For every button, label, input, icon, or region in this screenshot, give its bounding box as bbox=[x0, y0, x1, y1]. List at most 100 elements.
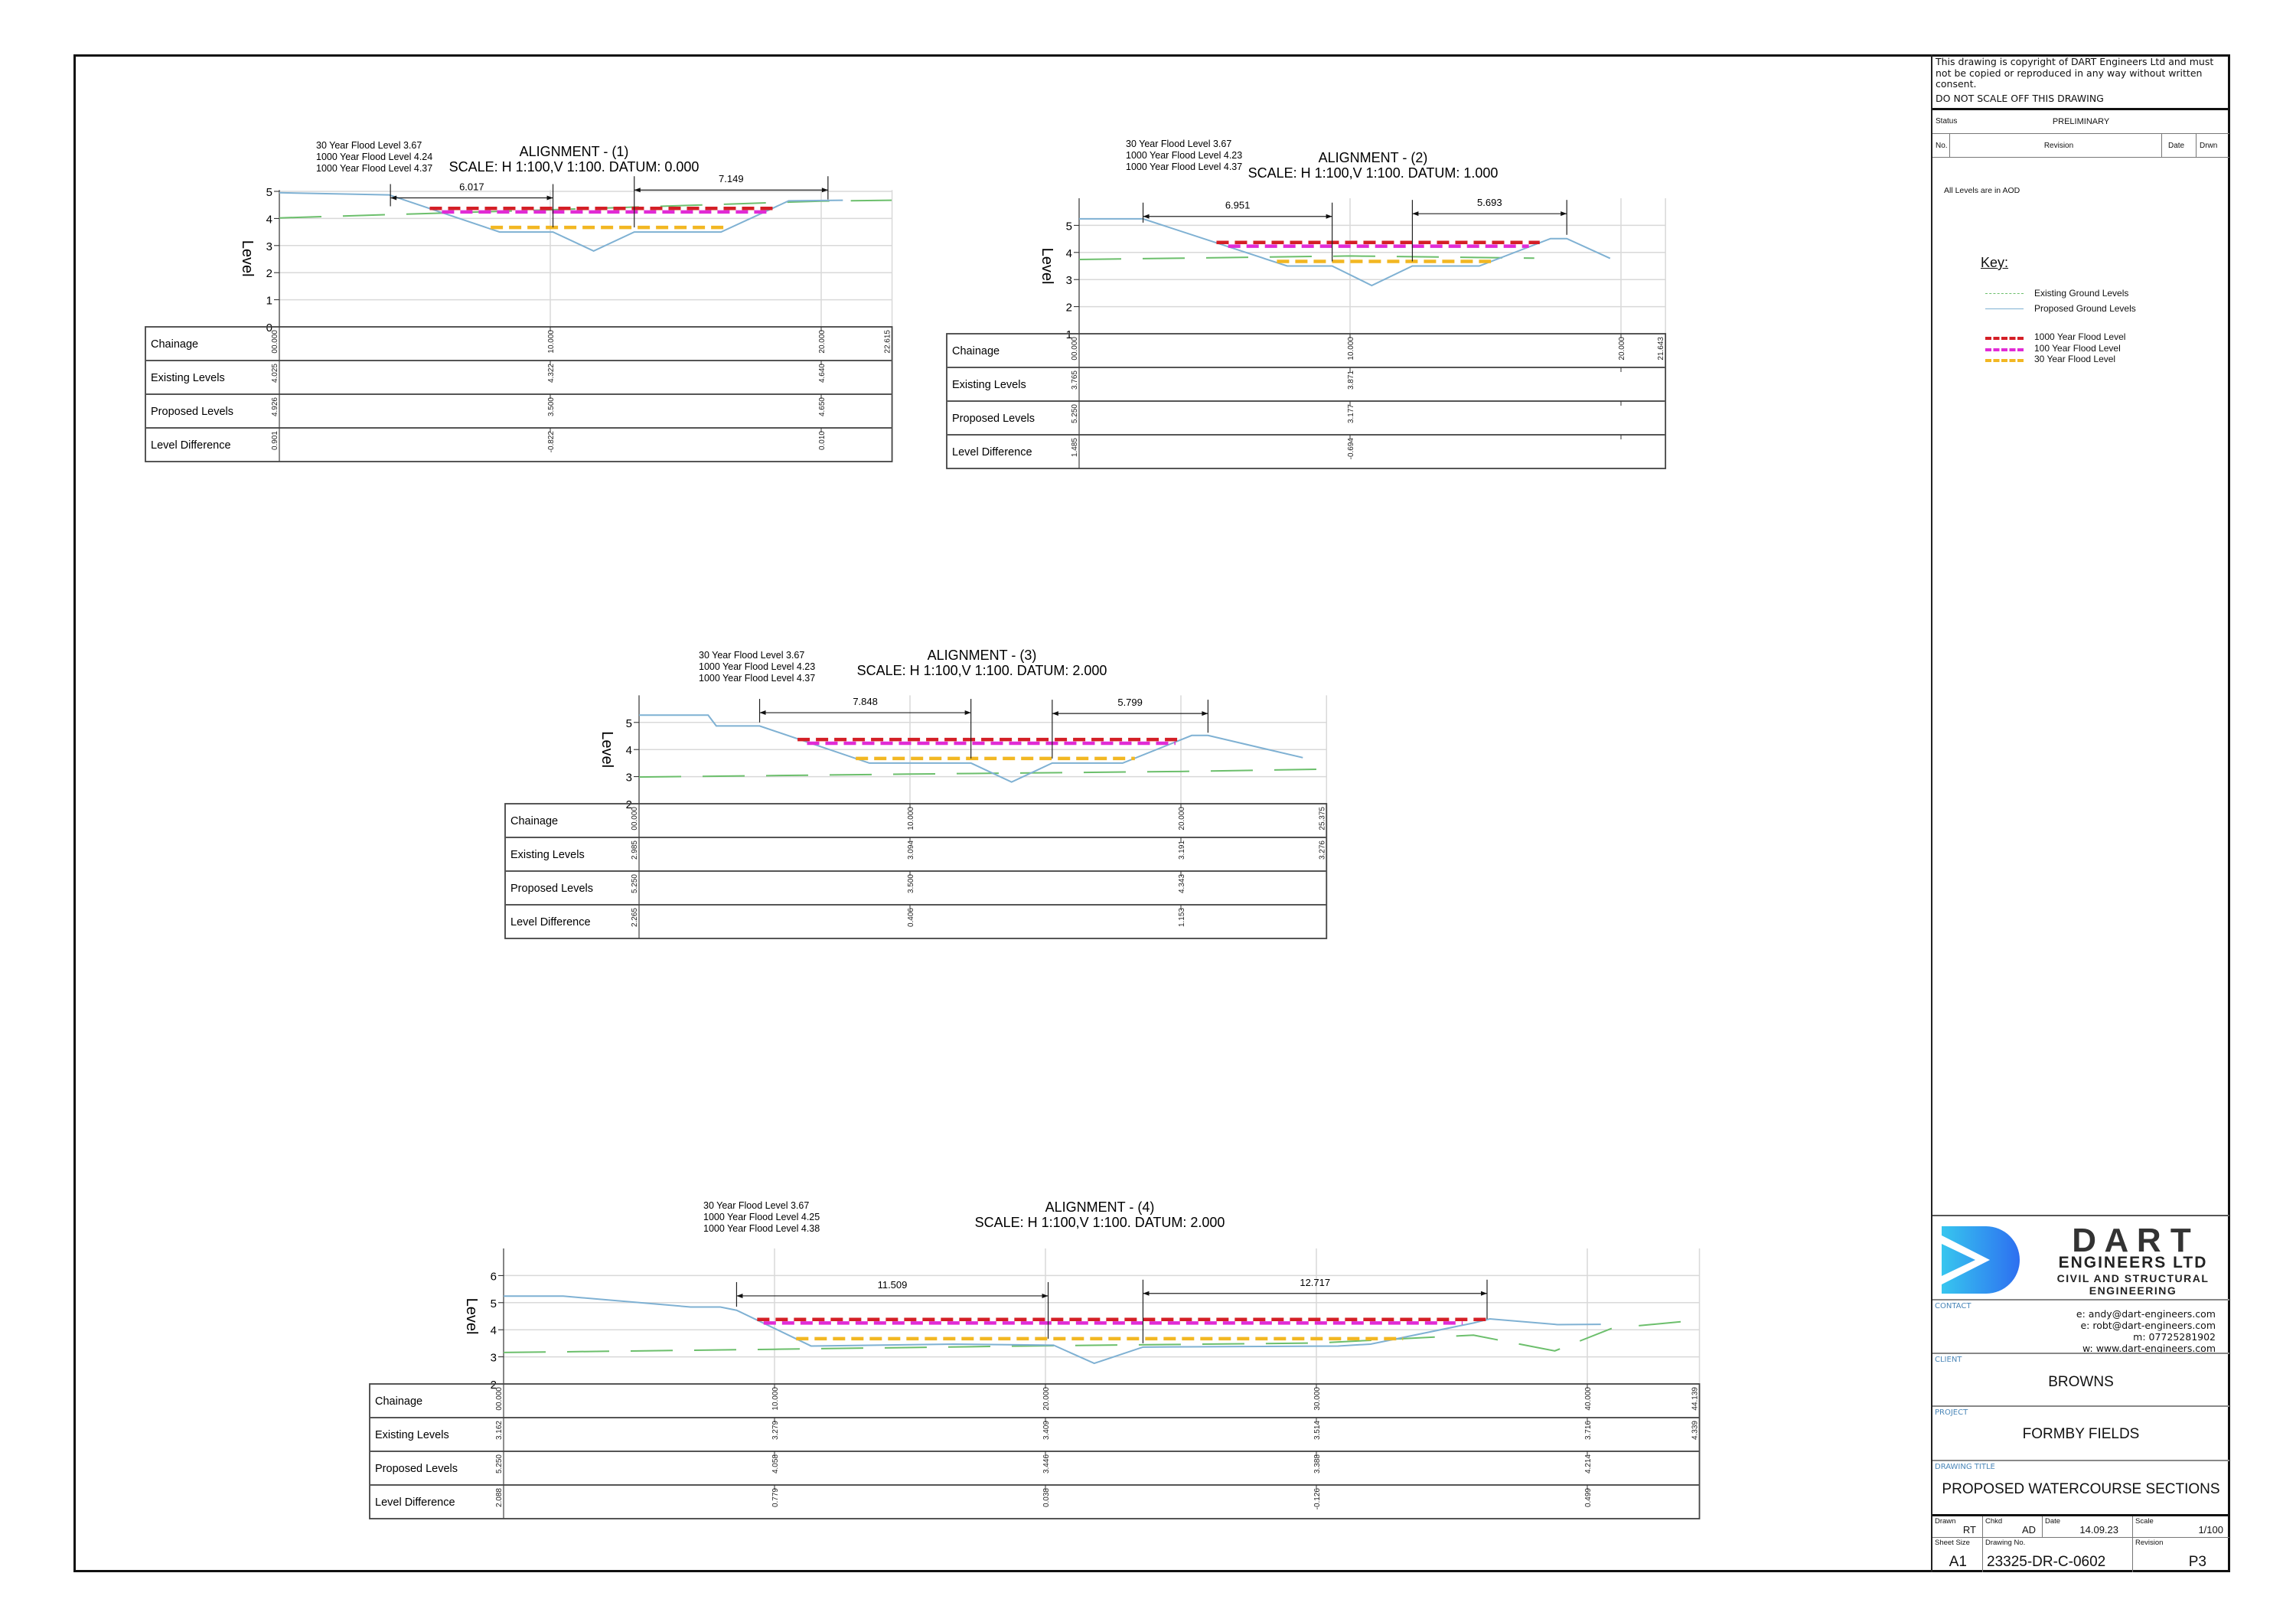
level-value: 4.640 bbox=[818, 364, 827, 383]
key-swatch bbox=[1985, 359, 2024, 362]
revision-label: Revision bbox=[2135, 1539, 2164, 1547]
level-value: 0.779 bbox=[771, 1488, 780, 1507]
level-value: 3.409 bbox=[1042, 1421, 1051, 1440]
logo-line3: CIVIL AND STRUCTURAL bbox=[2057, 1272, 2210, 1284]
date-label: Date bbox=[2045, 1517, 2061, 1526]
client-name: BROWNS bbox=[2048, 1374, 2114, 1390]
drawing-no-cell: Drawing No. 23325-DR-C-0602 bbox=[1983, 1538, 2133, 1572]
drawing-title-section: DRAWING TITLE PROPOSED WATERCOURSE SECTI… bbox=[1932, 1460, 2229, 1514]
chainage-value: 00.000 bbox=[271, 330, 279, 354]
dimension-arrow bbox=[1042, 1293, 1049, 1298]
flood-level-note: 1000 Year Flood Level 4.37 bbox=[699, 673, 815, 684]
sheet-size-cell: Sheet Size A1 bbox=[1932, 1538, 1983, 1572]
contact-website: w: www.dart-engineers.com bbox=[2082, 1343, 2216, 1354]
dimension-arrow bbox=[634, 188, 641, 193]
y-tick-label: 1 bbox=[266, 295, 272, 308]
chainage-value: 30.000 bbox=[1313, 1387, 1322, 1411]
section-title: ALIGNMENT - (3) bbox=[928, 648, 1037, 663]
chainage-value: 21.643 bbox=[1657, 337, 1665, 361]
level-value: 3.765 bbox=[1071, 370, 1079, 390]
y-tick-label: 4 bbox=[266, 213, 272, 226]
alignment-section-3: ALIGNMENT - (3)SCALE: H 1:100,V 1:100. D… bbox=[504, 648, 1328, 939]
logo-line4: ENGINEERING bbox=[2089, 1284, 2177, 1297]
flood-level-note: 30 Year Flood Level 3.67 bbox=[1126, 139, 1231, 149]
key-label: 30 Year Flood Level bbox=[2034, 354, 2116, 364]
contact-label: CONTACT bbox=[1935, 1302, 1971, 1310]
section-title: ALIGNMENT - (1) bbox=[520, 144, 629, 159]
y-axis-label: Level bbox=[239, 240, 256, 277]
level-value: 3.177 bbox=[1347, 404, 1355, 423]
drawing-no-value: 23325-DR-C-0602 bbox=[1987, 1554, 2106, 1570]
level-value: 2.088 bbox=[495, 1488, 504, 1507]
dimension-arrow bbox=[390, 195, 397, 201]
title-block: This drawing is copyright of DART Engine… bbox=[1931, 54, 2230, 1572]
client-label: CLIENT bbox=[1935, 1356, 1962, 1364]
scale-value: 1/100 bbox=[2198, 1524, 2223, 1536]
existing-ground-line bbox=[503, 1327, 1613, 1353]
table-row-label: Existing Levels bbox=[510, 849, 585, 861]
levels-note: All Levels are in AOD bbox=[1944, 186, 2020, 195]
level-value: 3.094 bbox=[907, 840, 915, 860]
key-swatch bbox=[1985, 293, 2024, 294]
level-value: 3.388 bbox=[1313, 1454, 1322, 1474]
dimension-arrow bbox=[1561, 211, 1567, 217]
dimension-arrow bbox=[1052, 711, 1058, 716]
dimension-arrow bbox=[821, 188, 828, 193]
table-row-label: Level Difference bbox=[375, 1496, 455, 1509]
flood-level-note: 1000 Year Flood Level 4.37 bbox=[1126, 162, 1242, 172]
dart-logo-icon: D A R T ENGINEERS LTD CIVIL AND STRUCTUR… bbox=[1942, 1222, 2210, 1297]
rev-date-header: Date bbox=[2168, 142, 2185, 150]
level-value: 5.250 bbox=[631, 874, 639, 893]
level-value: 0.038 bbox=[1042, 1488, 1051, 1507]
scale-label: Scale bbox=[2135, 1517, 2154, 1526]
chainage-value: 00.000 bbox=[1071, 337, 1079, 361]
key-label: Proposed Ground Levels bbox=[2034, 303, 2136, 314]
key-swatch bbox=[1985, 337, 2024, 340]
table-row-label: Proposed Levels bbox=[952, 413, 1035, 425]
table-row-label: Chainage bbox=[952, 345, 1000, 357]
key-label: Existing Ground Levels bbox=[2034, 288, 2129, 299]
contact-mobile: m: 07725281902 bbox=[2133, 1331, 2216, 1343]
logo-line1: D A R T bbox=[2072, 1222, 2191, 1259]
y-axis-label: Level bbox=[598, 731, 615, 768]
table-row-label: Chainage bbox=[151, 338, 198, 351]
divider bbox=[2196, 134, 2197, 157]
section-title: ALIGNMENT - (4) bbox=[1045, 1199, 1155, 1215]
divider bbox=[1949, 134, 1950, 157]
y-tick-label: 5 bbox=[491, 1297, 497, 1310]
level-value: 4.025 bbox=[271, 364, 279, 383]
y-tick-label: 1 bbox=[1066, 328, 1072, 341]
chainage-value: 10.000 bbox=[771, 1387, 780, 1411]
y-axis-label: Level bbox=[1039, 248, 1055, 285]
proposed-ground-line bbox=[1079, 217, 1611, 287]
chainage-value: 20.000 bbox=[1042, 1387, 1051, 1411]
table-row-label: Proposed Levels bbox=[375, 1463, 458, 1475]
flood-level-note: 1000 Year Flood Level 4.38 bbox=[703, 1223, 820, 1234]
dimension-label: 5.799 bbox=[1117, 697, 1143, 708]
section-scale: SCALE: H 1:100,V 1:100. DATUM: 1.000 bbox=[1248, 165, 1499, 181]
section-scale: SCALE: H 1:100,V 1:100. DATUM: 2.000 bbox=[975, 1215, 1225, 1230]
level-value: -0.694 bbox=[1347, 438, 1355, 460]
flood-level-note: 30 Year Flood Level 3.67 bbox=[703, 1200, 809, 1211]
dimension-label: 7.848 bbox=[853, 696, 878, 707]
y-tick-label: 2 bbox=[491, 1379, 497, 1392]
y-tick-label: 2 bbox=[626, 798, 632, 811]
key-swatch bbox=[1985, 348, 2024, 351]
level-value: 3.871 bbox=[1347, 370, 1355, 390]
date-value: 14.09.23 bbox=[2079, 1524, 2118, 1536]
dimension-arrow bbox=[736, 1293, 743, 1298]
checked-label: Chkd bbox=[1985, 1517, 2003, 1526]
dimension-arrow bbox=[964, 710, 971, 716]
y-axis-label: Level bbox=[463, 1298, 480, 1335]
chainage-value: 20.000 bbox=[1178, 807, 1186, 831]
sheet-size-value: A1 bbox=[1949, 1554, 1967, 1570]
chainage-value: 20.000 bbox=[818, 330, 827, 354]
level-value: 1.153 bbox=[1178, 908, 1186, 927]
drawing-no-label: Drawing No. bbox=[1985, 1539, 2026, 1547]
dimension-arrow bbox=[759, 710, 766, 716]
flood-level-note: 1000 Year Flood Level 4.37 bbox=[316, 163, 432, 174]
existing-ground-line bbox=[1078, 255, 1534, 261]
drawing-frame bbox=[73, 54, 2230, 1572]
rev-no-header: No. bbox=[1936, 142, 1948, 150]
